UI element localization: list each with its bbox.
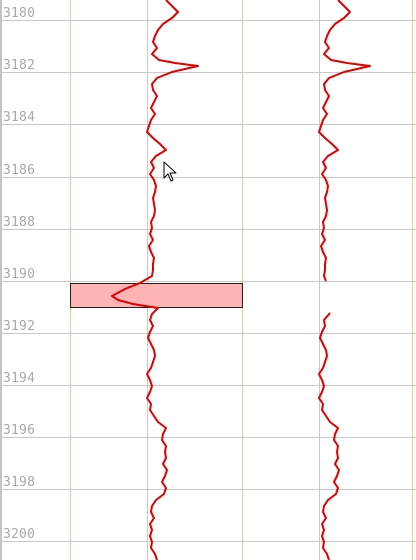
log-curve-track-1[interactable] [111, 0, 199, 560]
depth-label-3194: 3194 [3, 371, 36, 386]
depth-label-3184: 3184 [3, 110, 36, 125]
depth-gridlines [0, 20, 416, 542]
track-borders [70, 0, 413, 560]
depth-label-3186: 3186 [3, 163, 36, 178]
highlighted-interval[interactable] [70, 283, 243, 308]
depth-label-3196: 3196 [3, 423, 36, 438]
depth-label-3182: 3182 [3, 58, 36, 73]
depth-label-3180: 3180 [3, 6, 36, 21]
depth-label-3188: 3188 [3, 215, 36, 230]
mouse-pointer-icon [163, 161, 177, 182]
depth-label-3200: 3200 [3, 527, 36, 542]
depth-label-3190: 3190 [3, 267, 36, 282]
log-curve-track-2[interactable] [318, 0, 371, 282]
log-curve-track-2-lower[interactable] [318, 312, 340, 560]
depth-label-3192: 3192 [3, 319, 36, 334]
track-scale-gridlines [147, 0, 320, 560]
depth-label-3198: 3198 [3, 475, 36, 490]
